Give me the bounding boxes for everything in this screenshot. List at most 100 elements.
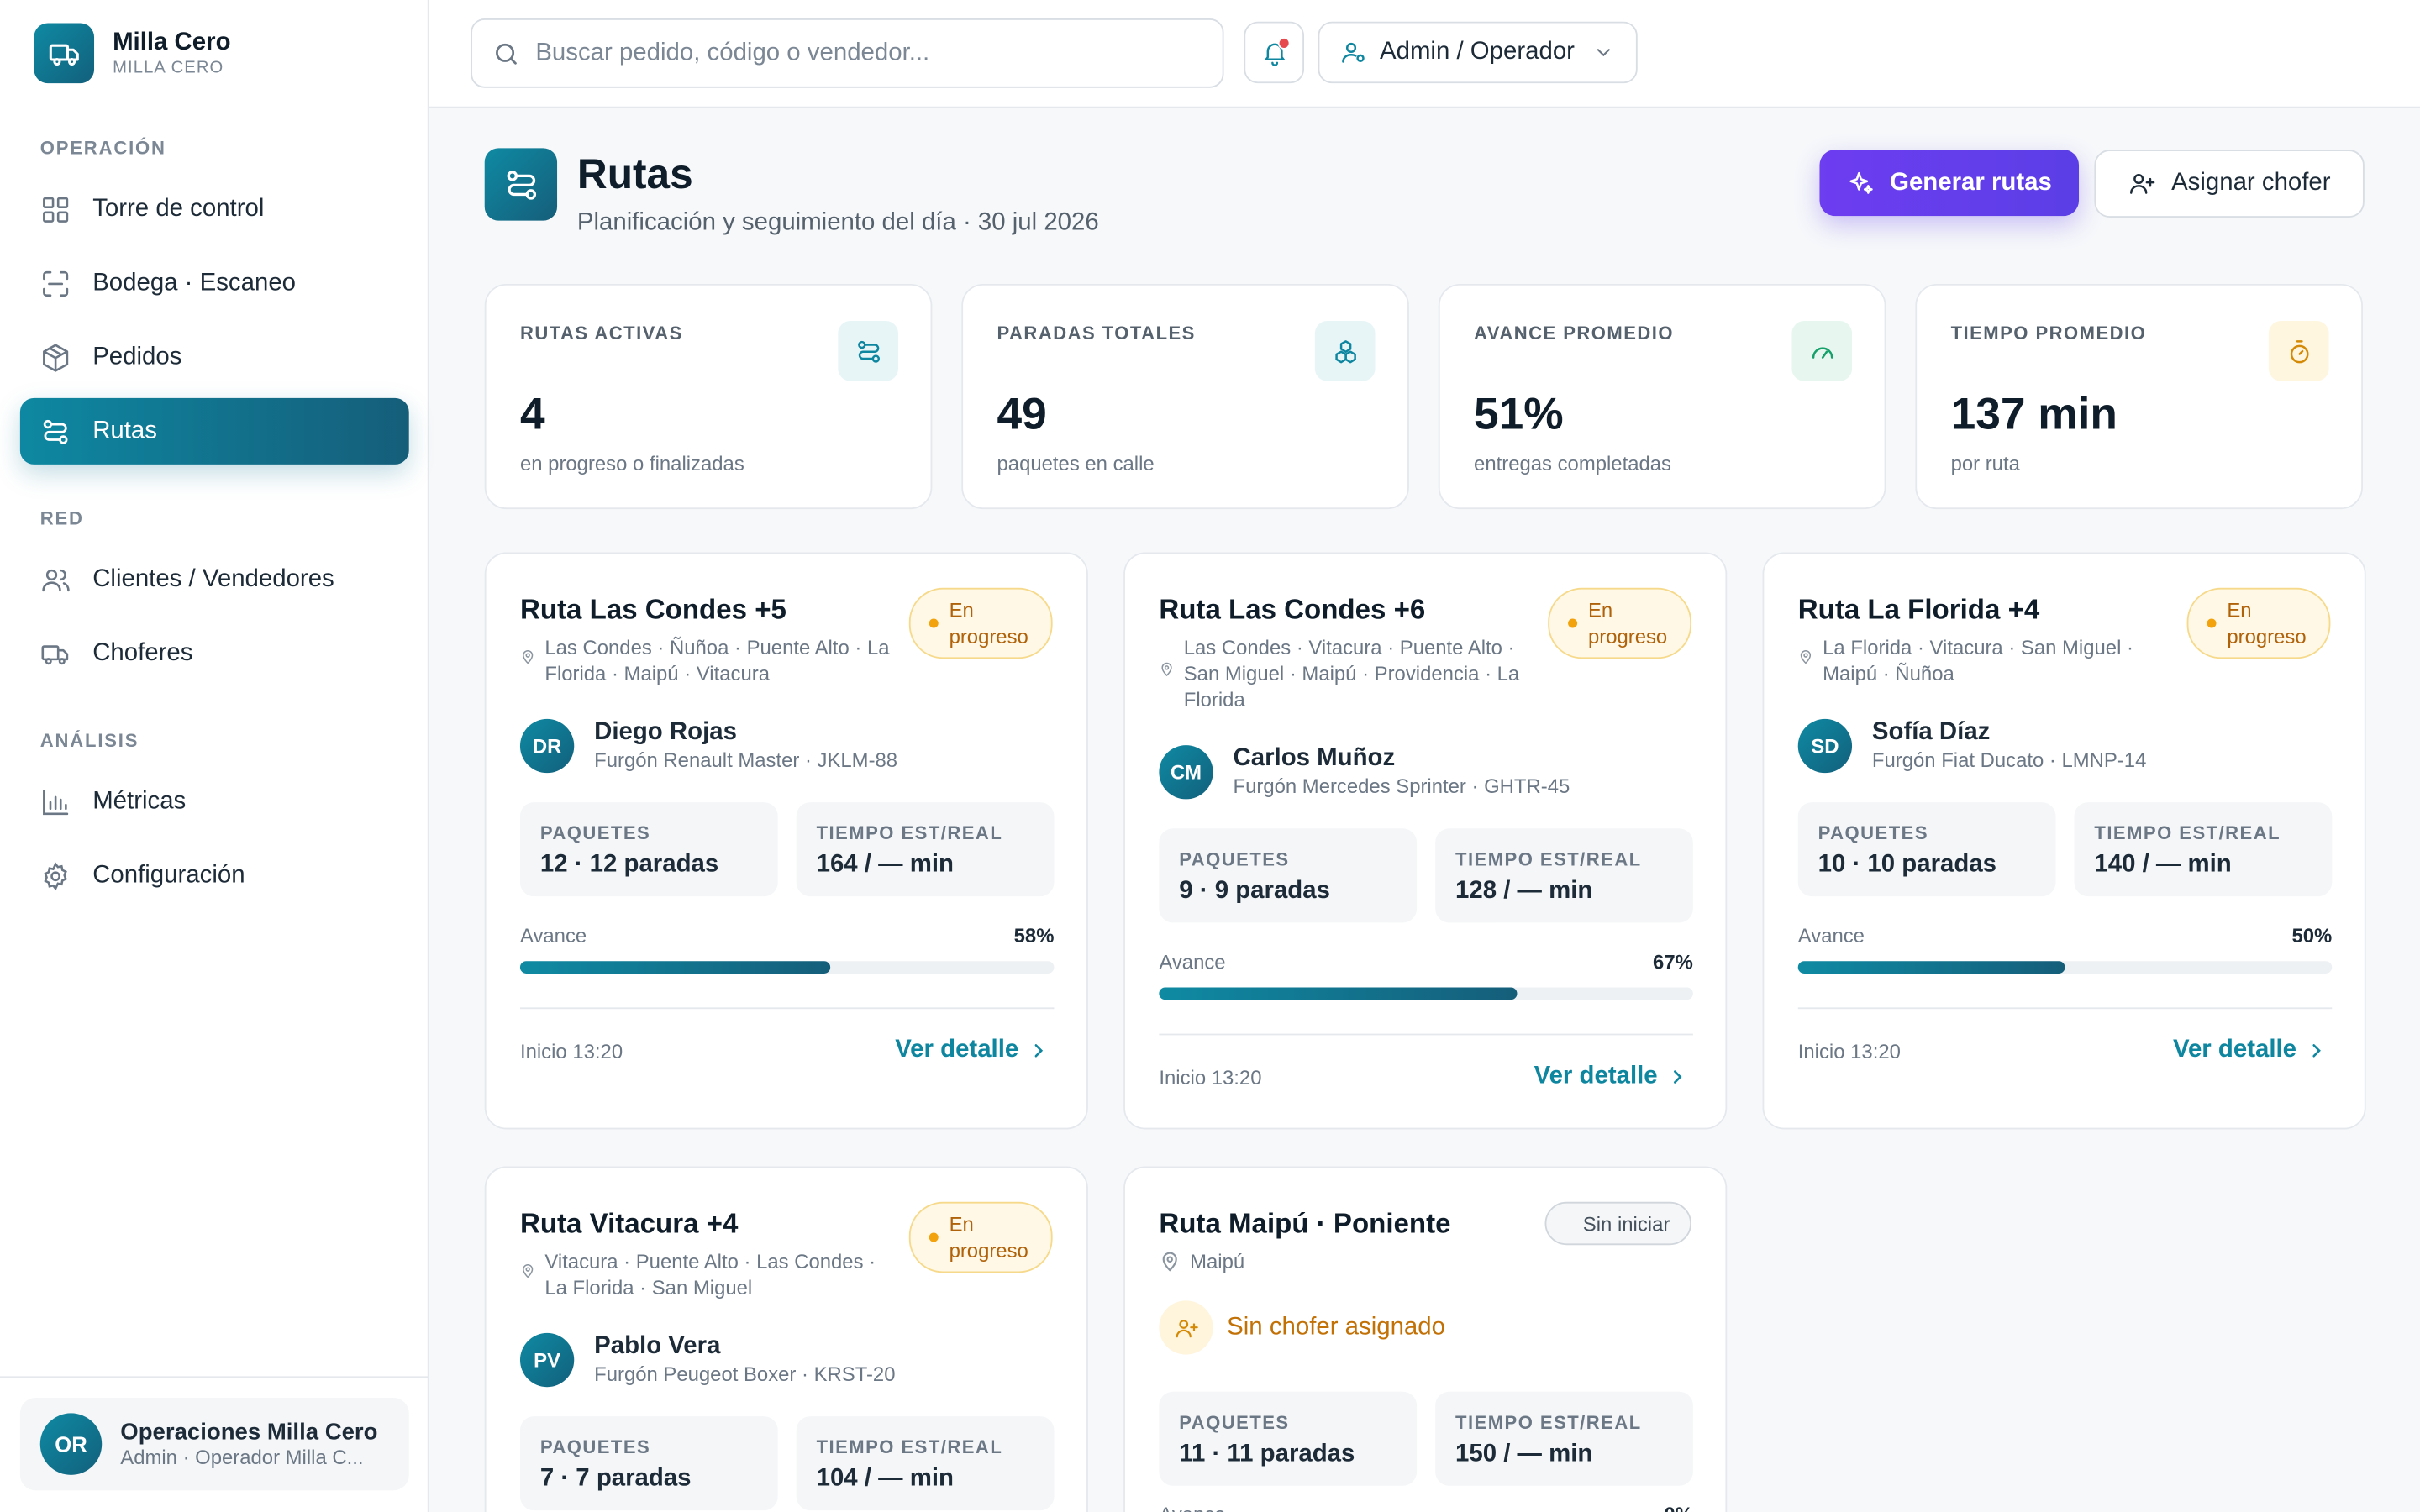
chevron-down-icon bbox=[1597, 49, 1611, 57]
time-stat: TIEMPO EST/REAL 140 / — min bbox=[2074, 802, 2333, 897]
nav-item-clientes[interactable]: Clientes / Vendedores bbox=[20, 546, 409, 612]
notifications-button[interactable] bbox=[1244, 21, 1305, 84]
stat-value: 164 / — min bbox=[816, 851, 954, 879]
stat-label: PAQUETES bbox=[1179, 1411, 1290, 1434]
brand[interactable]: Milla Cero MILLA CERO bbox=[34, 23, 231, 84]
avatar: OR bbox=[39, 1413, 103, 1475]
view-detail-link[interactable]: Ver detalle bbox=[895, 1037, 1050, 1064]
brand-name: Milla Cero bbox=[113, 28, 231, 55]
kpi-subtitle: paquetes en calle bbox=[997, 452, 1155, 475]
nav-item-metricas[interactable]: Métricas bbox=[20, 769, 409, 835]
kpi-subtitle: en progreso o finalizadas bbox=[519, 452, 744, 475]
route-card[interactable]: Ruta Las Condes +6 En progreso Las Conde… bbox=[1123, 552, 1728, 1130]
route-card[interactable]: Ruta Vitacura +4 En progreso Vitacura · … bbox=[484, 1166, 1088, 1512]
nav-item-pedidos[interactable]: Pedidos bbox=[20, 324, 409, 391]
user-plus-icon bbox=[1159, 1300, 1213, 1355]
progress-bar bbox=[1797, 961, 2333, 974]
stat-value: 12 · 12 paradas bbox=[539, 851, 719, 879]
status-label: En progreso bbox=[2227, 598, 2307, 648]
generate-routes-button[interactable]: Generar rutas bbox=[1819, 150, 2080, 217]
progress-fill bbox=[519, 961, 830, 974]
card-divider bbox=[1159, 1033, 1693, 1036]
time-stat: TIEMPO EST/REAL 150 / — min bbox=[1435, 1391, 1693, 1486]
nav-item-label: Torre de control bbox=[92, 195, 265, 222]
nav-item-torre-de-control[interactable]: Torre de control bbox=[20, 176, 409, 242]
driver-name: Pablo Vera bbox=[594, 1332, 721, 1360]
view-detail-link[interactable]: Ver detalle bbox=[2173, 1037, 2328, 1064]
nav-item-bodega[interactable]: Bodega · Escaneo bbox=[20, 250, 409, 317]
progress-fill bbox=[1159, 987, 1518, 1000]
route-icon bbox=[838, 321, 898, 381]
timer-icon bbox=[2268, 321, 2329, 381]
progress-row: Avance 58% bbox=[520, 924, 1054, 948]
progress-percent: 50% bbox=[2291, 924, 2333, 948]
view-detail-label: Ver detalle bbox=[1534, 1063, 1658, 1089]
nav-item-label: Configuración bbox=[92, 861, 245, 889]
areas-label: Maipú bbox=[1190, 1249, 1245, 1273]
status-badge: En progreso bbox=[1548, 587, 1692, 659]
route-areas: Las Condes · Vitacura · Puente Alto · Sa… bbox=[1159, 634, 1529, 713]
assign-driver-button[interactable]: Asignar chofer bbox=[2094, 150, 2365, 218]
progress-bar bbox=[519, 961, 1055, 974]
stat-label: PAQUETES bbox=[1179, 848, 1290, 870]
route-title: Ruta Las Condes +5 bbox=[519, 594, 786, 625]
packages-stat: PAQUETES 10 · 10 paradas bbox=[1797, 802, 2056, 897]
nav-item-label: Métricas bbox=[92, 787, 187, 814]
gauge-icon bbox=[1791, 321, 1853, 381]
card-divider bbox=[1797, 1007, 2333, 1010]
kpi-card-rutas-activas: RUTAS ACTIVAS 4 en progreso o finalizada… bbox=[484, 283, 933, 510]
areas-label: La Florida · Vitacura · San Miguel · Mai… bbox=[1823, 635, 2133, 685]
kpi-value: 51% bbox=[1474, 390, 1564, 440]
assign-driver-label: Asignar chofer bbox=[2171, 170, 2331, 197]
search-input[interactable] bbox=[535, 39, 1200, 67]
route-card[interactable]: Ruta Maipú · Poniente Sin iniciar Maipú … bbox=[1123, 1166, 1728, 1512]
notification-dot bbox=[1277, 37, 1291, 50]
stat-label: PAQUETES bbox=[1818, 822, 1929, 844]
status-badge: En progreso bbox=[908, 587, 1053, 659]
map-pin-icon bbox=[1162, 1251, 1177, 1271]
route-card[interactable]: Ruta La Florida +4 En progreso La Florid… bbox=[1762, 552, 2366, 1130]
status-label: En progreso bbox=[1587, 598, 1668, 648]
kpi-label: PARADAS TOTALES bbox=[997, 322, 1196, 344]
packages-stat: PAQUETES 12 · 12 paradas bbox=[519, 802, 778, 897]
status-dot bbox=[1568, 618, 1578, 628]
time-stat: TIEMPO EST/REAL 164 / — min bbox=[796, 802, 1055, 897]
areas-label: Las Condes · Ñuñoa · Puente Alto · La Fl… bbox=[544, 635, 890, 685]
search-box[interactable] bbox=[471, 18, 1224, 88]
progress-label: Avance bbox=[1159, 950, 1226, 974]
time-stat: TIEMPO EST/REAL 104 / — min bbox=[796, 1416, 1055, 1511]
gear-icon bbox=[44, 861, 67, 890]
status-label: Sin iniciar bbox=[1582, 1211, 1670, 1236]
user-profile[interactable]: OR Operaciones Milla Cero Admin · Operad… bbox=[19, 1398, 409, 1491]
stat-label: TIEMPO EST/REAL bbox=[1455, 1411, 1642, 1434]
kpi-label: RUTAS ACTIVAS bbox=[519, 322, 683, 344]
search-icon bbox=[496, 42, 517, 64]
nav-section-red: RED bbox=[39, 507, 84, 529]
map-pin-icon bbox=[523, 650, 534, 664]
stat-label: TIEMPO EST/REAL bbox=[816, 1436, 1003, 1458]
kpi-value: 49 bbox=[997, 390, 1047, 440]
view-detail-link[interactable]: Ver detalle bbox=[1534, 1063, 1689, 1090]
scan-icon bbox=[43, 270, 69, 297]
progress-label: Avance bbox=[1797, 924, 1865, 948]
user-cog-icon bbox=[1342, 42, 1365, 63]
role-selector[interactable]: Admin / Operador bbox=[1318, 21, 1638, 84]
kpi-subtitle: entregas completadas bbox=[1474, 452, 1672, 475]
no-driver-notice[interactable]: Sin chofer asignado bbox=[1159, 1300, 1445, 1355]
status-badge: En progreso bbox=[2186, 587, 2331, 659]
nav-item-choferes[interactable]: Choferes bbox=[20, 620, 409, 686]
kpi-label: TIEMPO PROMEDIO bbox=[1950, 322, 2147, 344]
packages-stat: PAQUETES 7 · 7 paradas bbox=[519, 1416, 778, 1511]
user-name: Operaciones Milla Cero bbox=[120, 1419, 378, 1446]
packages-stat: PAQUETES 9 · 9 paradas bbox=[1159, 828, 1418, 923]
driver-name: Carlos Muñoz bbox=[1233, 745, 1396, 772]
status-label: En progreso bbox=[949, 1212, 1028, 1263]
nav-item-rutas[interactable]: Rutas bbox=[19, 397, 409, 465]
stat-value: 140 / — min bbox=[2094, 851, 2232, 879]
route-card[interactable]: Ruta Las Condes +5 En progreso Las Conde… bbox=[484, 552, 1088, 1130]
driver-name: Sofía Díaz bbox=[1871, 718, 1991, 746]
status-dot bbox=[929, 618, 939, 628]
nav-item-configuracion[interactable]: Configuración bbox=[20, 843, 409, 909]
status-badge: En progreso bbox=[908, 1201, 1053, 1273]
kpi-label: AVANCE PROMEDIO bbox=[1474, 322, 1675, 344]
